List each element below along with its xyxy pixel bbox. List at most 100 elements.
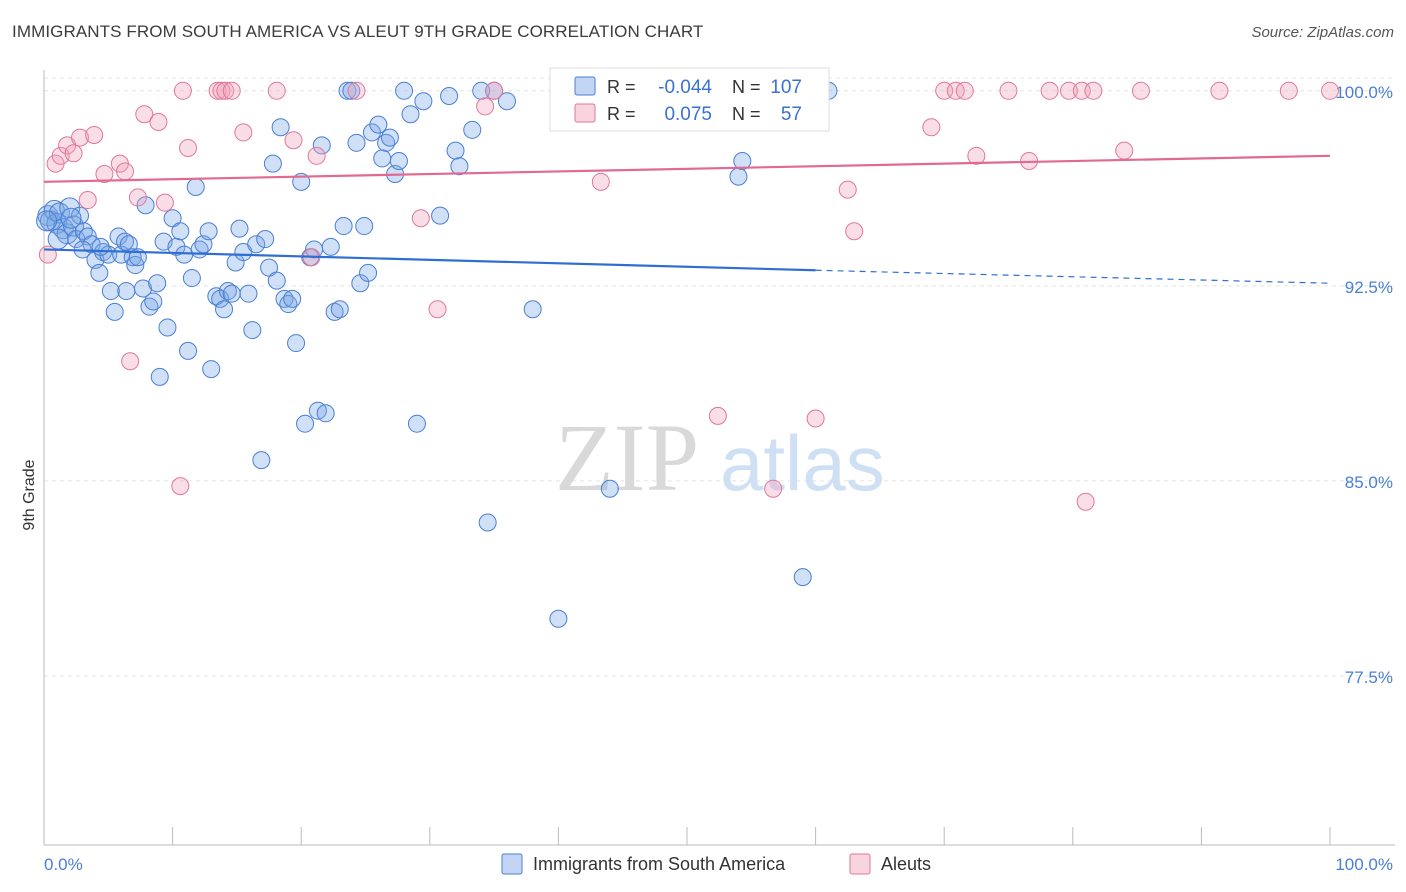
pink-point <box>955 81 974 100</box>
blue-point <box>733 152 752 171</box>
blue-point <box>158 318 177 337</box>
blue-point <box>478 513 497 532</box>
pink-point <box>284 131 303 150</box>
pink-point <box>216 81 235 100</box>
pink-point <box>428 300 447 319</box>
legend-swatch-blue <box>574 76 596 96</box>
blue-point <box>171 222 190 241</box>
blue-point <box>325 302 344 321</box>
bottom-legend-label-1: Immigrants from South America <box>533 854 786 874</box>
pink-point <box>1279 81 1298 100</box>
pink-point <box>155 193 174 212</box>
pink-point <box>78 191 97 210</box>
blue-point <box>330 300 349 319</box>
blue-point <box>338 81 357 100</box>
pink-point <box>267 81 286 100</box>
blue-point <box>186 178 205 197</box>
watermark-zip: ZIP <box>555 404 699 511</box>
blue-point <box>117 282 136 301</box>
pink-point <box>922 118 941 137</box>
blue-point <box>316 404 335 423</box>
pink-point <box>485 81 504 100</box>
blue-point <box>60 207 82 229</box>
pink-point <box>173 81 192 100</box>
blue-point <box>148 274 167 293</box>
legend-n-value-1: 107 <box>770 77 802 98</box>
bottom-legend-swatch-pink <box>849 853 871 875</box>
blue-trend-line <box>43 248 816 272</box>
blue-point <box>729 167 748 186</box>
chart-title: IMMIGRANTS FROM SOUTH AMERICA VS ALEUT 9… <box>12 22 704 41</box>
watermark-atlas: atlas <box>720 419 885 507</box>
pink-point <box>1115 141 1134 160</box>
blue-point <box>351 274 370 293</box>
pink-point <box>64 144 83 163</box>
blue-point <box>369 115 388 134</box>
blue-point <box>549 609 568 628</box>
blue-point <box>271 118 290 137</box>
legend-r-label-2: R = <box>607 104 636 124</box>
blue-point <box>256 230 275 249</box>
pink-point <box>1210 81 1229 100</box>
blue-point <box>202 360 221 379</box>
blue-point <box>407 414 426 433</box>
pink-point <box>838 180 857 199</box>
blue-point <box>252 451 271 470</box>
blue-point <box>347 133 366 152</box>
blue-point <box>312 136 331 155</box>
blue-point <box>144 292 163 311</box>
trend-lines <box>43 154 1331 284</box>
axes <box>43 70 1395 846</box>
blue-point <box>463 120 482 139</box>
legend-n-label-2: N = <box>732 104 761 124</box>
pink-point <box>411 209 430 228</box>
blue-point <box>440 87 459 106</box>
pink-point <box>1321 81 1339 100</box>
blue-point <box>101 282 120 301</box>
blue-point <box>446 141 465 160</box>
y-tick-label: 100.0% <box>1335 83 1393 102</box>
y-axis-label: 9th Grade <box>21 459 38 530</box>
blue-point <box>222 284 241 303</box>
pink-point <box>967 146 986 165</box>
y-tick-label: 92.5% <box>1345 278 1393 297</box>
legend-swatch-pink <box>574 103 596 123</box>
pink-point <box>845 222 864 241</box>
pink-point <box>1059 81 1078 100</box>
blue-point <box>283 289 302 308</box>
pink-point <box>149 113 168 132</box>
blue-point <box>150 367 169 386</box>
x-tick-label-start: 0.0% <box>44 855 83 874</box>
pink-point <box>806 409 825 428</box>
blue-point <box>230 219 249 238</box>
pink-point <box>208 81 227 100</box>
legend-r-value-1: -0.044 <box>658 77 712 98</box>
blue-point <box>136 196 155 215</box>
y-tick-label: 77.5% <box>1345 668 1393 687</box>
blue-point <box>179 341 198 360</box>
x-tick-label-end: 100.0% <box>1335 855 1393 874</box>
pink-point <box>999 81 1018 100</box>
pink-point <box>212 81 231 100</box>
blue-point <box>47 228 69 250</box>
blue-point <box>90 263 109 282</box>
pink-point <box>171 477 190 496</box>
blue-point <box>175 245 194 264</box>
stats-legend-box <box>549 67 830 132</box>
pink-point <box>946 81 965 100</box>
blue-point <box>91 237 110 256</box>
blue-point <box>247 235 266 254</box>
pink-point <box>1076 492 1095 511</box>
pink-point <box>116 162 135 181</box>
source-label: Source: ZipAtlas.com <box>1251 24 1394 41</box>
pink-point <box>85 126 104 145</box>
blue-point <box>497 92 516 111</box>
legend-n-label-1: N = <box>732 77 761 97</box>
pink-point <box>591 172 610 191</box>
blue-point <box>523 300 542 319</box>
pink-point <box>1040 81 1059 100</box>
pink-point <box>234 123 253 142</box>
pink-point <box>1131 81 1150 100</box>
legend-n-value-2: 57 <box>781 104 802 125</box>
blue-point <box>373 149 392 168</box>
